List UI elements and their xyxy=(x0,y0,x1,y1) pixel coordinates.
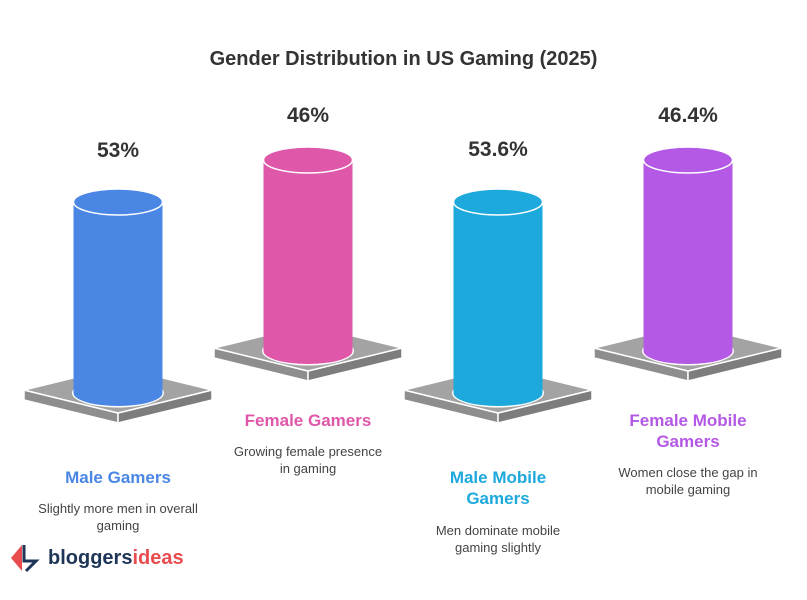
logo-text-bloggers: bloggers xyxy=(48,546,133,569)
chart-title: Gender Distribution in US Gaming (2025) xyxy=(209,48,598,70)
cylinder-top xyxy=(72,188,164,216)
cylinder-body xyxy=(73,202,163,393)
category-description: Slightly more men in overall gaming xyxy=(38,501,198,533)
cylinder-body xyxy=(263,160,353,351)
cylinder-body xyxy=(453,202,543,393)
category-label: Male Gamers xyxy=(65,468,171,487)
category-label: Male Mobile Gamers xyxy=(449,468,547,508)
cylinder-top xyxy=(262,146,354,174)
category-description: Growing female presence in gaming xyxy=(233,444,383,476)
cylinder-top xyxy=(642,146,734,174)
logo-text-ideas: ideas xyxy=(132,546,184,569)
category-description: Men dominate mobile gaming slightly xyxy=(435,523,561,555)
value-label: 46% xyxy=(286,104,330,127)
bloggersideas-logo: bloggersideas xyxy=(10,543,184,573)
category-description: Women close the gap in mobile gaming xyxy=(618,465,758,497)
category-label: Female Mobile Gamers xyxy=(629,411,747,451)
value-label: 53.6% xyxy=(468,138,528,161)
value-label: 46.4% xyxy=(658,104,718,127)
category-label: Female Gamers xyxy=(244,411,372,430)
logo-icon xyxy=(11,545,40,573)
cylinder-top xyxy=(452,188,544,216)
cylinder-body xyxy=(643,160,733,351)
value-label: 53% xyxy=(96,139,140,162)
